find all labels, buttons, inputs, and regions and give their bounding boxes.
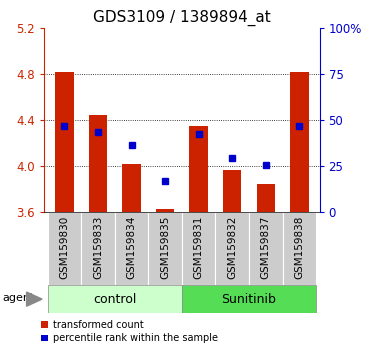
- Polygon shape: [27, 292, 42, 306]
- Bar: [55, 72, 74, 212]
- Bar: [148, 212, 182, 285]
- Bar: [189, 126, 208, 212]
- Bar: [182, 212, 216, 285]
- Text: GSM159831: GSM159831: [194, 216, 204, 279]
- Bar: [89, 115, 107, 212]
- Bar: [122, 164, 141, 212]
- Bar: [216, 212, 249, 285]
- Bar: [283, 212, 316, 285]
- Text: GSM159837: GSM159837: [261, 216, 271, 279]
- Bar: [48, 285, 182, 313]
- Bar: [223, 170, 241, 212]
- Bar: [249, 212, 283, 285]
- Bar: [182, 285, 316, 313]
- Bar: [257, 184, 275, 212]
- Bar: [290, 72, 309, 212]
- Text: GSM159835: GSM159835: [160, 216, 170, 279]
- Bar: [48, 212, 81, 285]
- Text: GSM159838: GSM159838: [295, 216, 305, 279]
- Text: Sunitinib: Sunitinib: [222, 293, 276, 306]
- Bar: [81, 212, 115, 285]
- Text: GSM159833: GSM159833: [93, 216, 103, 279]
- Text: GSM159832: GSM159832: [227, 216, 237, 279]
- Title: GDS3109 / 1389894_at: GDS3109 / 1389894_at: [93, 9, 271, 25]
- Bar: [156, 209, 174, 212]
- Text: GSM159834: GSM159834: [127, 216, 137, 279]
- Text: GSM159830: GSM159830: [59, 216, 69, 279]
- Bar: [115, 212, 148, 285]
- Text: control: control: [93, 293, 136, 306]
- Text: agent: agent: [2, 293, 35, 303]
- Legend: transformed count, percentile rank within the sample: transformed count, percentile rank withi…: [42, 320, 218, 343]
